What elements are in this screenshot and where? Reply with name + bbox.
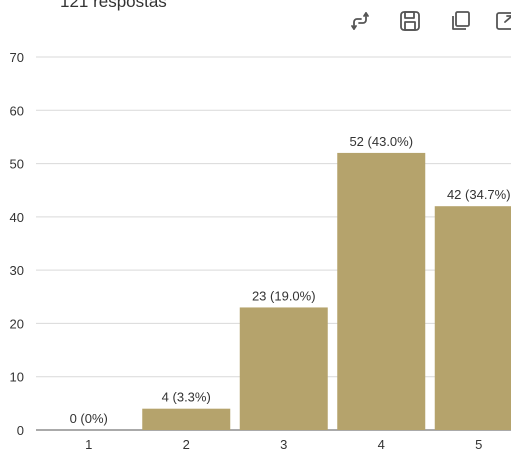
- swap-icon[interactable]: [345, 6, 375, 36]
- x-tick-label: 1: [85, 437, 92, 452]
- x-tick-label: 3: [280, 437, 287, 452]
- x-tick-label: 5: [475, 437, 482, 452]
- bars: [142, 152, 511, 430]
- data-labels: 0 (0%) 4 (3.3%) 23 (19.0%) 52 (43.0%) 42 (34…: [70, 134, 511, 426]
- data-label: 42 (34.7%): [447, 187, 511, 202]
- y-tick-label: 40: [10, 210, 24, 225]
- y-tick-label: 20: [10, 316, 24, 331]
- copy-icon[interactable]: [445, 6, 475, 36]
- y-tick-label: 50: [10, 157, 24, 172]
- data-label: 52 (43.0%): [349, 134, 413, 149]
- data-label: 0 (0%): [70, 411, 108, 426]
- y-tick-label: 0: [17, 423, 24, 438]
- data-label: 23 (19.0%): [252, 288, 316, 303]
- y-tick-label: 60: [10, 103, 24, 118]
- data-label: 4 (3.3%): [162, 390, 211, 405]
- bar: [434, 206, 511, 430]
- y-tick-label: 10: [10, 370, 24, 385]
- save-icon[interactable]: [395, 6, 425, 36]
- y-axis-ticks: 0 10 20 30 40 50 60 70: [10, 50, 24, 438]
- bar: [239, 307, 328, 430]
- y-tick-label: 70: [10, 50, 24, 65]
- bar: [142, 408, 231, 430]
- x-tick-label: 2: [183, 437, 190, 452]
- bar: [337, 152, 426, 430]
- x-axis-ticks: 1 2 3 4 5: [85, 437, 482, 452]
- y-tick-label: 30: [10, 263, 24, 278]
- x-tick-label: 4: [378, 437, 385, 452]
- responses-count: 121 respostas: [60, 0, 167, 11]
